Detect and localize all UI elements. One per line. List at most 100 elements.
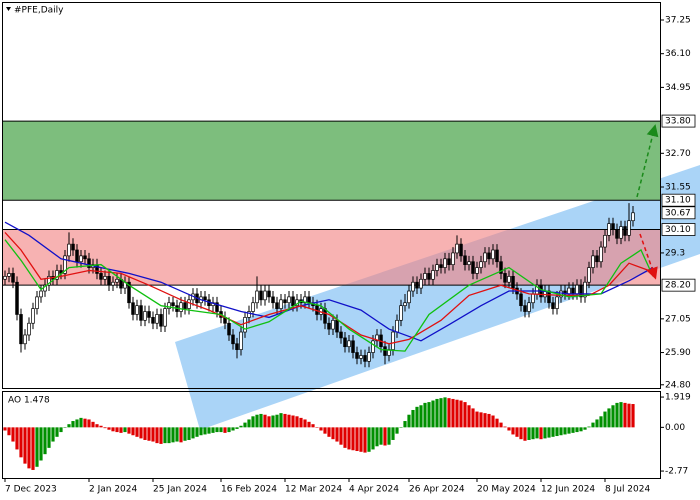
candle-body bbox=[7, 273, 11, 277]
oscillator-bar bbox=[147, 427, 151, 441]
oscillator-bar bbox=[155, 427, 159, 444]
oscillator-bar bbox=[427, 402, 431, 428]
oscillator-bar bbox=[247, 419, 251, 428]
oscillator-bar bbox=[419, 405, 423, 428]
candle-body bbox=[523, 305, 527, 312]
candle-body bbox=[571, 287, 575, 295]
candle-body bbox=[503, 273, 507, 283]
candle-body bbox=[255, 290, 259, 304]
oscillator-frame bbox=[2, 391, 661, 479]
oscillator-bar bbox=[67, 424, 71, 428]
candle-body bbox=[431, 270, 435, 280]
oscillator-bar bbox=[159, 427, 163, 444]
candle-body bbox=[463, 255, 467, 265]
level-label-box bbox=[661, 278, 696, 292]
candle-body bbox=[87, 258, 91, 268]
candle-body bbox=[183, 302, 187, 309]
oscillator-bar bbox=[291, 415, 295, 428]
y-tick-label: 31.55 bbox=[665, 183, 691, 193]
oscillator-plot bbox=[3, 397, 635, 470]
oscillator-bar bbox=[383, 427, 387, 446]
y-tick-label: 32.70 bbox=[665, 149, 691, 159]
candle-body bbox=[599, 246, 603, 263]
oscillator-bar bbox=[19, 427, 23, 458]
candle-body bbox=[307, 296, 311, 304]
candle-body bbox=[179, 302, 183, 312]
oscillator-bar bbox=[559, 427, 563, 436]
oscillator-bar bbox=[259, 413, 263, 428]
oscillator-bar bbox=[515, 427, 519, 437]
oscillator-bar bbox=[591, 422, 595, 428]
oscillator-bar bbox=[23, 427, 27, 464]
oscillator-bar bbox=[451, 398, 455, 428]
candle-body bbox=[23, 334, 27, 345]
oscillator-bar bbox=[535, 427, 539, 439]
oscillator-bar bbox=[311, 424, 315, 428]
level-label: 33.80 bbox=[665, 117, 691, 127]
candle-body bbox=[275, 302, 279, 309]
candle-body bbox=[127, 281, 131, 304]
moving-average bbox=[4, 239, 654, 352]
candle-body bbox=[99, 273, 103, 280]
candle-body bbox=[499, 261, 503, 274]
oscillator-bar bbox=[507, 427, 511, 431]
oscillator-bar bbox=[103, 427, 107, 429]
oscillator-bar bbox=[115, 427, 119, 433]
oscillator-bar bbox=[483, 413, 487, 428]
candle-body bbox=[527, 302, 531, 312]
oscillator-bar bbox=[307, 421, 311, 428]
y-tick-label: 36.10 bbox=[665, 49, 691, 59]
level-label-box bbox=[661, 114, 696, 128]
oscillator-bar bbox=[411, 409, 415, 428]
candle-body bbox=[371, 340, 375, 353]
candle-body bbox=[283, 299, 287, 304]
candle-body bbox=[591, 255, 595, 268]
x-tick-label: 4 Apr 2024 bbox=[349, 485, 399, 495]
level-label-box bbox=[661, 193, 696, 207]
candle-body bbox=[107, 276, 111, 286]
oscillator-bar bbox=[539, 427, 543, 440]
oscillator-bar bbox=[211, 427, 215, 433]
oscillator-bar bbox=[143, 427, 147, 440]
oscillator-bar bbox=[595, 419, 599, 428]
oscillator-bar bbox=[315, 427, 319, 428]
oscillator-bar bbox=[275, 414, 279, 428]
y-tick-label: 27.05 bbox=[665, 314, 691, 324]
oscillator-bar bbox=[511, 427, 515, 435]
oscillator-bar bbox=[611, 405, 615, 428]
candle-body bbox=[583, 281, 587, 298]
candle-body bbox=[111, 281, 115, 286]
oscillator-bar bbox=[351, 427, 355, 451]
x-tick-label: 26 Apr 2024 bbox=[409, 485, 465, 495]
candle-body bbox=[351, 340, 355, 353]
oscillator-bar bbox=[131, 427, 135, 436]
candle-body bbox=[15, 281, 19, 315]
oscillator-bar bbox=[203, 427, 207, 435]
x-tick-label: 8 Jul 2024 bbox=[605, 485, 650, 495]
candle-body bbox=[447, 258, 451, 265]
candle-body bbox=[327, 322, 331, 330]
x-tick-label: 2 Jan 2024 bbox=[89, 485, 137, 495]
candle-body bbox=[627, 220, 631, 236]
candle-body bbox=[443, 258, 447, 268]
oscillator-bar bbox=[3, 427, 7, 431]
oscillator-bar bbox=[463, 402, 467, 428]
oscillator-bar bbox=[499, 422, 503, 428]
oscillator-bar bbox=[207, 427, 211, 434]
candle-body bbox=[267, 290, 271, 298]
oscillator-bar bbox=[31, 427, 35, 470]
oscillator-bar bbox=[475, 411, 479, 428]
candle-body bbox=[147, 311, 151, 318]
candle-body bbox=[479, 261, 483, 268]
oscillator-bar bbox=[303, 419, 307, 428]
candle-body bbox=[247, 311, 251, 318]
oscillator-bar bbox=[631, 404, 635, 428]
oscillator-bar bbox=[487, 413, 491, 428]
oscillator-bar bbox=[47, 427, 51, 448]
candle-body bbox=[235, 343, 239, 350]
oscillator-bar bbox=[235, 427, 239, 429]
candle-body bbox=[227, 322, 231, 336]
oscillator-bar bbox=[367, 427, 371, 452]
oscillator-bar bbox=[299, 417, 303, 428]
